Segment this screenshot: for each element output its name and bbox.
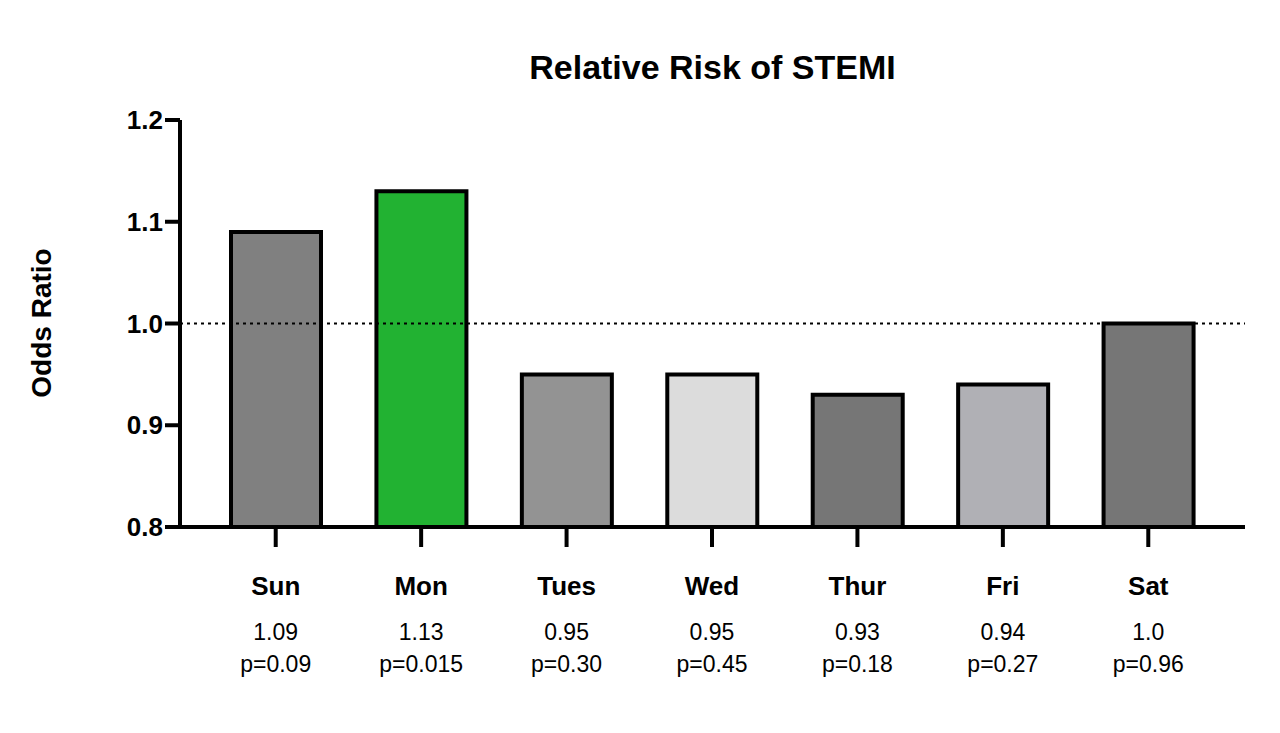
svg-text:Sat: Sat [1128, 571, 1169, 601]
svg-text:Mon: Mon [394, 571, 447, 601]
svg-text:Fri: Fri [986, 571, 1019, 601]
svg-text:Wed: Wed [685, 571, 739, 601]
svg-text:0.94: 0.94 [980, 619, 1025, 645]
svg-text:Sun: Sun [251, 571, 300, 601]
svg-text:0.95: 0.95 [544, 619, 589, 645]
svg-text:0.95: 0.95 [690, 619, 735, 645]
svg-text:p=0.015: p=0.015 [379, 651, 463, 677]
svg-text:1.1: 1.1 [127, 207, 163, 237]
svg-text:0.93: 0.93 [835, 619, 880, 645]
svg-text:p=0.18: p=0.18 [822, 651, 893, 677]
html-text:Odds Ratio: Odds Ratio [26, 248, 57, 398]
svg-text:1.2: 1.2 [127, 105, 163, 135]
svg-text:1.09: 1.09 [253, 619, 298, 645]
svg-text:Thur: Thur [829, 571, 887, 601]
svg-text:1.0: 1.0 [1132, 619, 1164, 645]
svg-text:1.13: 1.13 [399, 619, 444, 645]
svg-text:p=0.30: p=0.30 [531, 651, 602, 677]
svg-text:Tues: Tues [537, 571, 596, 601]
svg-text:p=0.27: p=0.27 [967, 651, 1038, 677]
svg-text:1.0: 1.0 [127, 309, 163, 339]
html-text:Relative Risk of STEMI: Relative Risk of STEMI [529, 48, 896, 86]
svg-text:p=0.96: p=0.96 [1113, 651, 1184, 677]
svg-text:p=0.45: p=0.45 [677, 651, 748, 677]
svg-text:p=0.09: p=0.09 [240, 651, 311, 677]
svg-text:0.8: 0.8 [127, 512, 163, 542]
svg-text:0.9: 0.9 [127, 410, 163, 440]
